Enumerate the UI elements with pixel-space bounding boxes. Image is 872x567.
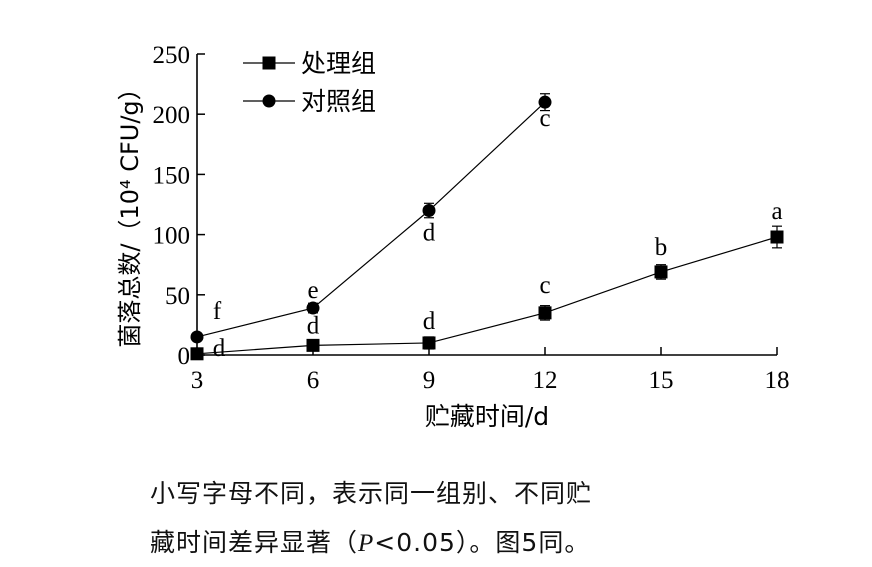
legend-item-1: 处理组: [243, 49, 376, 78]
y-tick-label: 0: [178, 343, 191, 370]
significance-letter: d: [213, 335, 226, 362]
caption-text-2b: <0.05）。图5同。: [374, 528, 591, 557]
y-axis-title: 菌落总数/（10⁴ CFU/g）: [116, 76, 144, 347]
x-tick-label: 12: [533, 367, 558, 394]
data-point: [538, 95, 552, 109]
significance-letter: a: [771, 198, 782, 225]
legend-marker: [262, 56, 276, 70]
caption-p-symbol: P: [358, 530, 375, 557]
significance-letter: e: [307, 277, 318, 304]
caption-line-1: 小写字母不同，表示同一组别、不同贮: [150, 474, 592, 510]
significance-letter: c: [539, 105, 550, 132]
data-point: [306, 338, 320, 352]
ticks: 3 6 9 12 15 18 0 50 100 150 200 250: [153, 42, 790, 394]
x-axis-title: 贮藏时间/d: [425, 402, 549, 431]
x-tick-label: 3: [191, 367, 204, 394]
data-point: [190, 330, 204, 344]
y-tick-label: 150: [153, 162, 191, 189]
data-point: [306, 301, 320, 315]
data-point: [538, 306, 552, 320]
y-tick-label: 250: [153, 42, 191, 69]
x-tick-label: 18: [765, 367, 790, 394]
significance-letter: d: [307, 312, 320, 339]
data-point: [770, 230, 784, 244]
significance-letter: d: [423, 220, 436, 247]
caption-text-2a: 藏时间差异显著（: [150, 528, 359, 557]
x-tick-label: 15: [649, 367, 674, 394]
caption-text-1: 小写字母不同，表示同一组别、不同贮: [150, 479, 593, 508]
data-point: [654, 265, 668, 279]
series-line: [196, 101, 546, 338]
legend-label: 对照组: [301, 87, 376, 116]
legend-label: 处理组: [301, 49, 376, 78]
y-tick-label: 200: [153, 102, 191, 129]
significance-letter: d: [423, 308, 436, 335]
data-point: [190, 347, 204, 361]
data-point: [422, 336, 436, 350]
x-tick-label: 6: [307, 367, 320, 394]
significance-letter: b: [655, 234, 668, 261]
data-point: [422, 204, 436, 218]
series-1: d d d c b a: [190, 198, 784, 362]
significance-letter: c: [539, 272, 550, 299]
axes: [196, 54, 777, 356]
caption-line-2: 藏时间差异显著（P<0.05）。图5同。: [150, 523, 590, 559]
series-line: [196, 236, 778, 355]
y-tick-label: 100: [153, 223, 191, 250]
y-tick-label: 50: [165, 283, 190, 310]
significance-letter: f: [213, 298, 222, 325]
x-tick-label: 9: [423, 367, 436, 394]
legend-item-2: 对照组: [243, 87, 376, 116]
legend-marker: [262, 94, 276, 108]
